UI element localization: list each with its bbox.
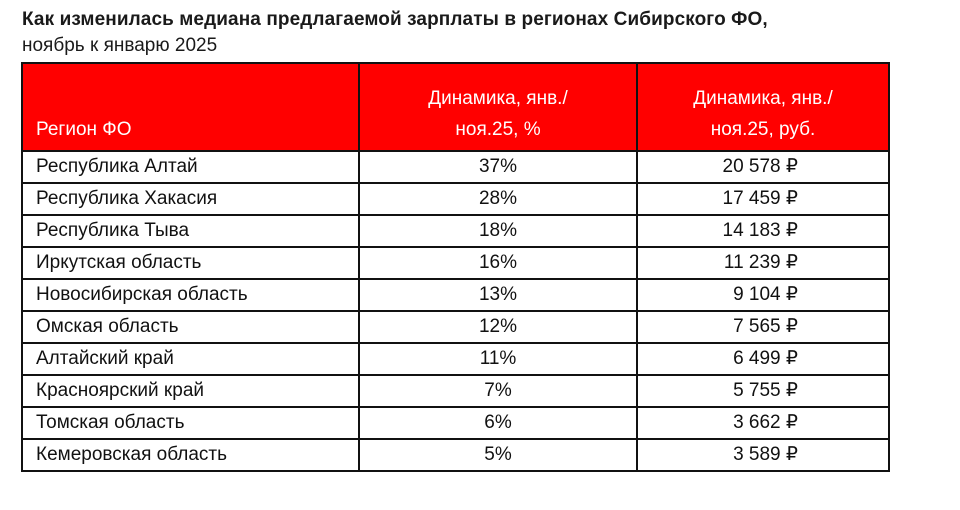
cell-region: Кемеровская область (21, 438, 360, 472)
table-row: Новосибирская область 13% 9 104 ₽ (21, 278, 890, 312)
salary-dynamics-table: Регион ФО Динамика, янв./ ноя.25, % Дина… (21, 62, 890, 472)
rubles-value: 7 565 ₽ (733, 316, 798, 337)
column-header-region: Регион ФО (21, 62, 360, 152)
cell-rubles: 3 589 ₽ (636, 438, 890, 472)
rubles-value: 5 755 ₽ (733, 380, 798, 401)
cell-region: Омская область (21, 310, 360, 344)
table-row: Иркутская область 16% 11 239 ₽ (21, 246, 890, 280)
cell-region: Иркутская область (21, 246, 360, 280)
column-header-percent: Динамика, янв./ ноя.25, % (358, 62, 638, 152)
column-header-line: Регион ФО (36, 119, 132, 140)
table-row: Красноярский край 7% 5 755 ₽ (21, 374, 890, 408)
table-row: Республика Тыва 18% 14 183 ₽ (21, 214, 890, 248)
cell-rubles: 9 104 ₽ (636, 278, 890, 312)
cell-percent: 5% (358, 438, 638, 472)
cell-rubles: 11 239 ₽ (636, 246, 890, 280)
cell-region: Алтайский край (21, 342, 360, 376)
rubles-value: 3 662 ₽ (733, 412, 798, 433)
cell-percent: 13% (358, 278, 638, 312)
cell-percent: 6% (358, 406, 638, 440)
cell-region: Республика Алтай (21, 150, 360, 184)
table-row: Омская область 12% 7 565 ₽ (21, 310, 890, 344)
cell-percent: 28% (358, 182, 638, 216)
rubles-value: 9 104 ₽ (733, 284, 798, 305)
cell-region: Красноярский край (21, 374, 360, 408)
table-row: Республика Алтай 37% 20 578 ₽ (21, 150, 890, 184)
rubles-value: 6 499 ₽ (733, 348, 798, 369)
rubles-value: 14 183 ₽ (722, 220, 798, 241)
cell-percent: 16% (358, 246, 638, 280)
chart-subtitle: ноябрь к январю 2025 (22, 35, 218, 56)
rubles-value: 3 589 ₽ (733, 444, 798, 465)
cell-region: Томская область (21, 406, 360, 440)
cell-rubles: 14 183 ₽ (636, 214, 890, 248)
cell-rubles: 17 459 ₽ (636, 182, 890, 216)
cell-rubles: 3 662 ₽ (636, 406, 890, 440)
rubles-value: 17 459 ₽ (722, 188, 798, 209)
table-row: Кемеровская область 5% 3 589 ₽ (21, 438, 890, 472)
cell-percent: 7% (358, 374, 638, 408)
cell-percent: 37% (358, 150, 638, 184)
column-header-line: ноя.25, % (455, 119, 541, 140)
table-row: Республика Хакасия 28% 17 459 ₽ (21, 182, 890, 216)
cell-region: Республика Тыва (21, 214, 360, 248)
column-header-rubles: Динамика, янв./ ноя.25, руб. (636, 62, 890, 152)
cell-percent: 12% (358, 310, 638, 344)
cell-percent: 18% (358, 214, 638, 248)
rubles-value: 11 239 ₽ (723, 252, 798, 273)
cell-rubles: 5 755 ₽ (636, 374, 890, 408)
cell-region: Республика Хакасия (21, 182, 360, 216)
column-header-line: Динамика, янв./ (428, 88, 568, 109)
cell-percent: 11% (358, 342, 638, 376)
cell-region: Новосибирская область (21, 278, 360, 312)
rubles-value: 20 578 ₽ (722, 156, 798, 177)
table-header-row: Регион ФО Динамика, янв./ ноя.25, % Дина… (21, 62, 890, 152)
cell-rubles: 6 499 ₽ (636, 342, 890, 376)
cell-rubles: 20 578 ₽ (636, 150, 890, 184)
column-header-line: Динамика, янв./ (693, 88, 833, 109)
chart-title: Как изменилась медиана предлагаемой зарп… (22, 9, 768, 30)
cell-rubles: 7 565 ₽ (636, 310, 890, 344)
table-row: Томская область 6% 3 662 ₽ (21, 406, 890, 440)
table-row: Алтайский край 11% 6 499 ₽ (21, 342, 890, 376)
column-header-line: ноя.25, руб. (710, 119, 816, 140)
